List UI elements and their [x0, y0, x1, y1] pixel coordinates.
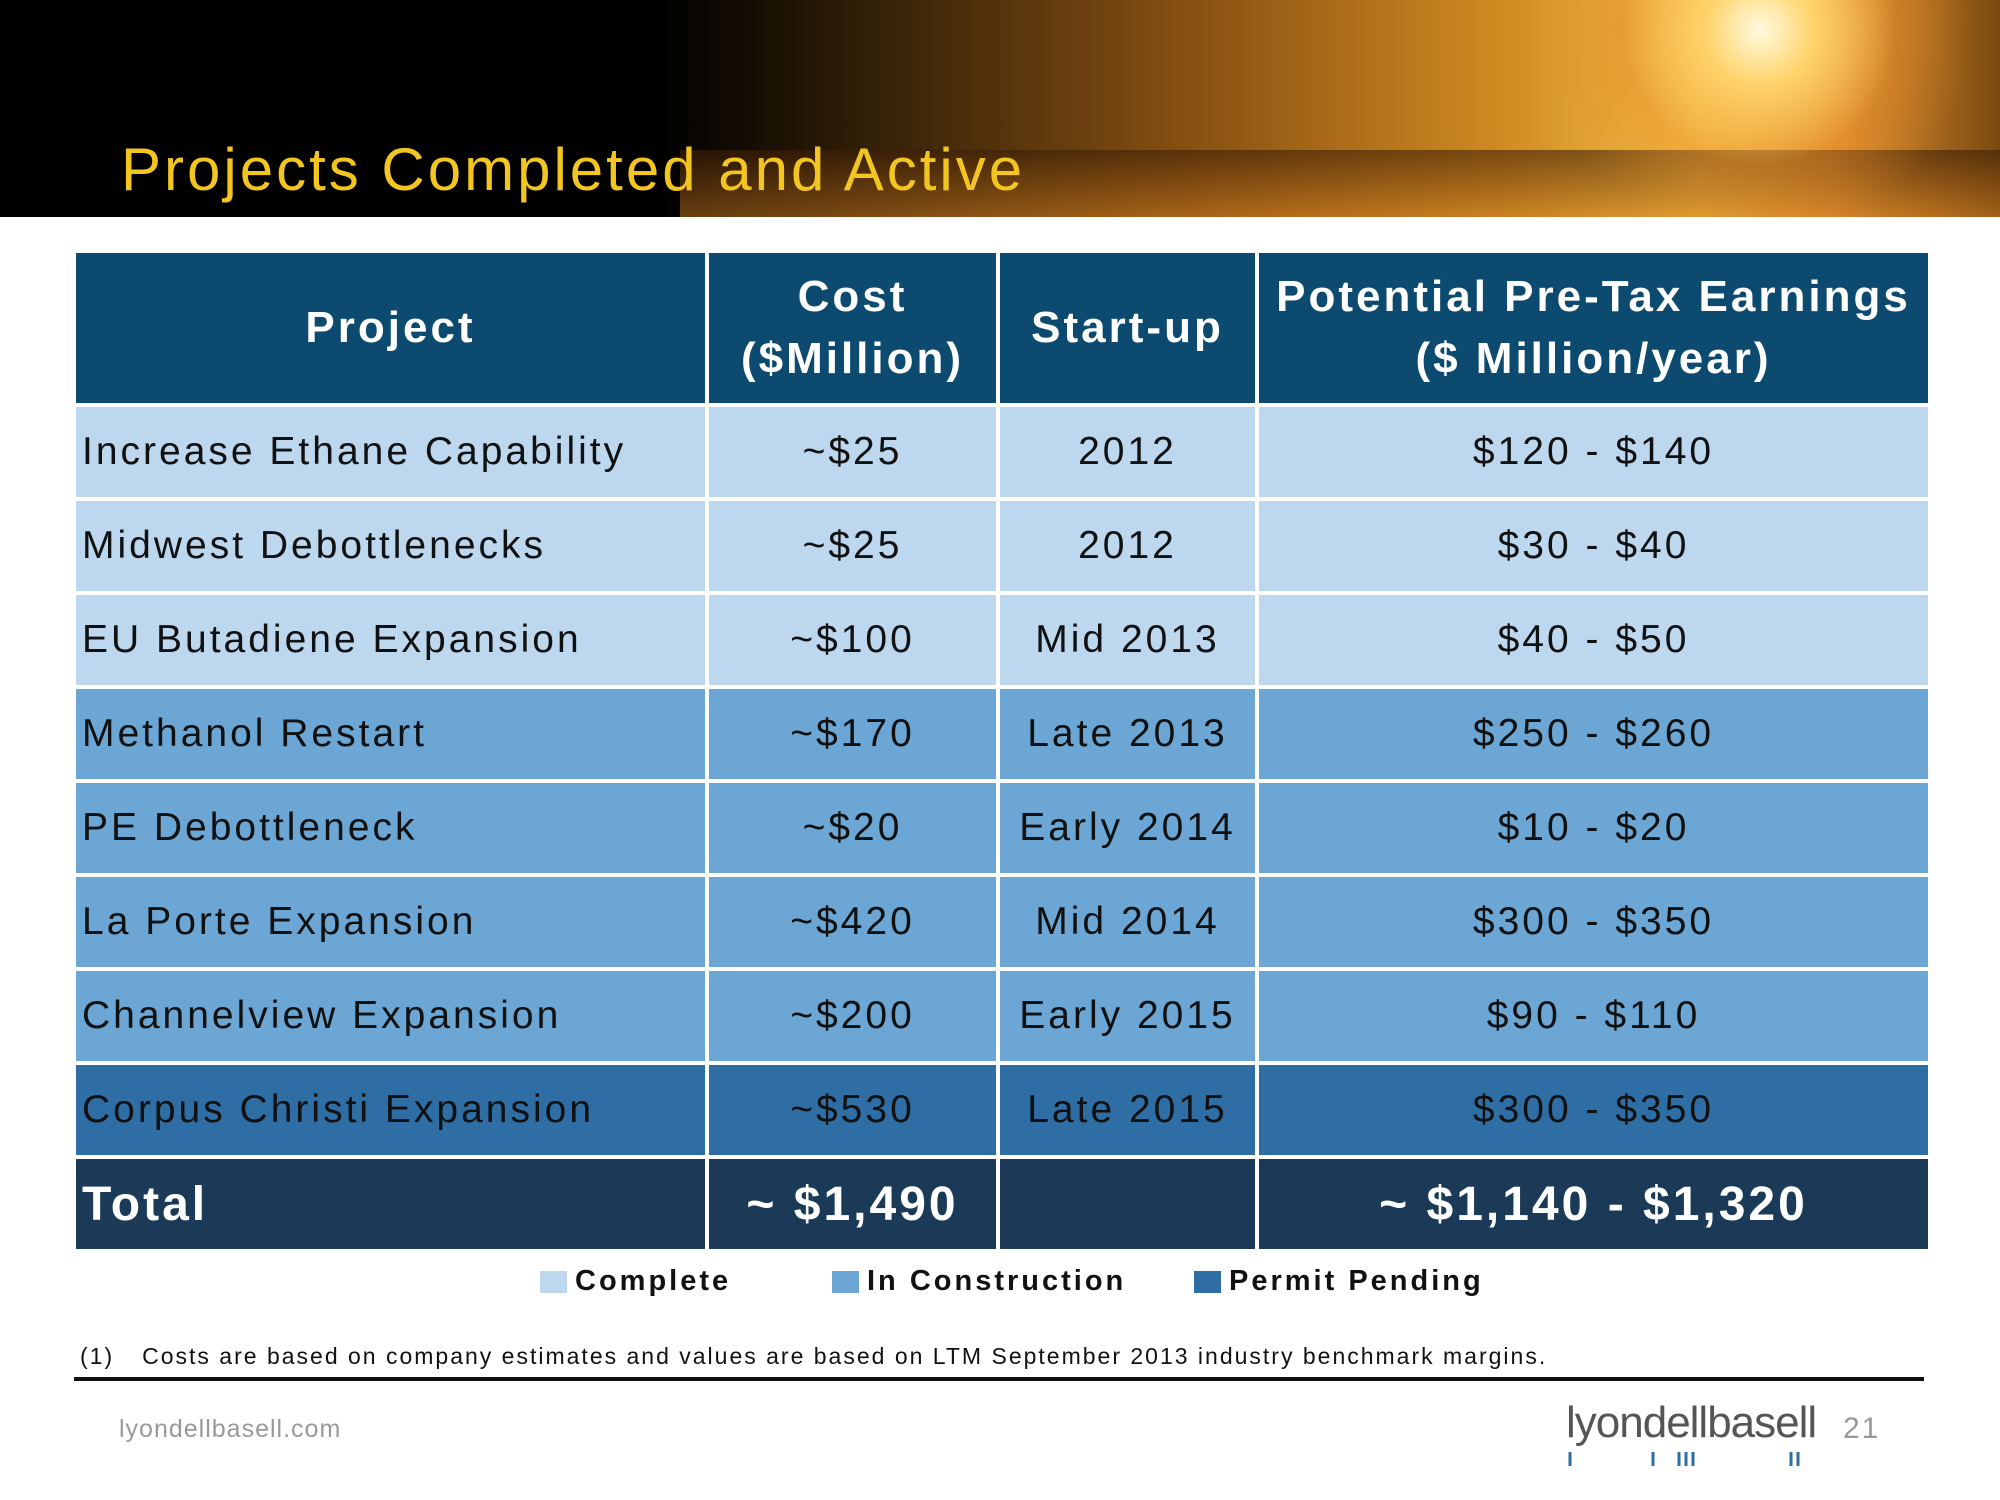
total-cell: Total — [76, 1159, 705, 1249]
table-row: La Porte Expansion ~$420 Mid 2014 $300 - $3… — [76, 877, 1928, 967]
table-cell: Late 2013 — [1000, 689, 1255, 779]
legend-swatch — [1194, 1270, 1221, 1293]
banner-image — [1560, 0, 2000, 217]
divider — [74, 1377, 1924, 1381]
total-row: Total ~ $1,490 ~ $1,140 - $1,320 — [76, 1159, 1928, 1249]
table-cell: $10 - $20 — [1259, 783, 1928, 873]
table-cell: $300 - $350 — [1259, 1065, 1928, 1155]
table-cell: ~$420 — [709, 877, 996, 967]
table-cell: La Porte Expansion — [76, 877, 705, 967]
table-cell: ~$25 — [709, 407, 996, 497]
table-cell: Corpus Christi Expansion — [76, 1065, 705, 1155]
footnote-text: Costs are based on company estimates and… — [142, 1343, 1548, 1369]
footnote: (1) Costs are based on company estimates … — [80, 1343, 1575, 1370]
table-cell: ~$200 — [709, 971, 996, 1061]
table-cell: ~$25 — [709, 501, 996, 591]
legend-item: In Construction — [832, 1265, 1194, 1298]
table-cell: $40 - $50 — [1259, 595, 1928, 685]
table-cell: $30 - $40 — [1259, 501, 1928, 591]
table-cell: Mid 2013 — [1000, 595, 1255, 685]
table-cell: Late 2015 — [1000, 1065, 1255, 1155]
table-row: Channelview Expansion ~$200 Early 2015 $90 … — [76, 971, 1928, 1061]
total-cell: ~ $1,490 — [709, 1159, 996, 1249]
projects-table: Project Cost ($Million) Start-up Potentia… — [72, 249, 1932, 1253]
logo: lyondellbasell — [1566, 1398, 1817, 1447]
table-row: PE Debottleneck ~$20 Early 2014 $10 - $20 — [76, 783, 1928, 873]
table-row: Midwest Debottlenecks ~$25 2012 $30 - $40 — [76, 501, 1928, 591]
table-cell: $300 - $350 — [1259, 877, 1928, 967]
table-row: Corpus Christi Expansion ~$530 Late 2015 $3… — [76, 1065, 1928, 1155]
column-header: Start-up — [1000, 253, 1255, 403]
table-row: Methanol Restart ~$170 Late 2013 $250 - $26… — [76, 689, 1928, 779]
legend: Complete In Construction Permit Pending — [540, 1265, 1494, 1298]
table-cell: Early 2014 — [1000, 783, 1255, 873]
table-cell: $120 - $140 — [1259, 407, 1928, 497]
table-cell: Increase Ethane Capability — [76, 407, 705, 497]
legend-label: In Construction — [867, 1265, 1127, 1297]
legend-swatch — [832, 1270, 859, 1293]
slide-title: Projects Completed and Active — [121, 136, 1026, 203]
logo-marks — [1568, 1452, 1800, 1466]
table-row: Increase Ethane Capability ~$25 2012 $120 -… — [76, 407, 1928, 497]
column-header: Potential Pre-Tax Earnings ($ Million/yea… — [1259, 253, 1928, 403]
table-cell: ~$20 — [709, 783, 996, 873]
table-cell: Midwest Debottlenecks — [76, 501, 705, 591]
table-cell: $90 - $110 — [1259, 971, 1928, 1061]
footnote-marker: (1) — [80, 1343, 115, 1369]
footer-url: lyondellbasell.com — [119, 1415, 342, 1443]
header-row: Project Cost ($Million) Start-up Potentia… — [76, 253, 1928, 403]
total-cell: ~ $1,140 - $1,320 — [1259, 1159, 1928, 1249]
table-cell: ~$530 — [709, 1065, 996, 1155]
column-header: Cost ($Million) — [709, 253, 996, 403]
table-cell: 2012 — [1000, 407, 1255, 497]
table-cell: EU Butadiene Expansion — [76, 595, 705, 685]
table-row: EU Butadiene Expansion ~$100 Mid 2013 $40 -… — [76, 595, 1928, 685]
table-cell: Early 2015 — [1000, 971, 1255, 1061]
legend-label: Complete — [575, 1265, 732, 1297]
total-cell — [1000, 1159, 1255, 1249]
table-cell: $250 - $260 — [1259, 689, 1928, 779]
legend-swatch — [540, 1270, 567, 1293]
legend-label: Permit Pending — [1229, 1265, 1484, 1297]
legend-item: Complete — [540, 1265, 832, 1298]
table-cell: 2012 — [1000, 501, 1255, 591]
page-number: 21 — [1843, 1412, 1881, 1445]
table-cell: Methanol Restart — [76, 689, 705, 779]
column-header: Project — [76, 253, 705, 403]
table-cell: Channelview Expansion — [76, 971, 705, 1061]
legend-item: Permit Pending — [1194, 1265, 1494, 1298]
table-cell: Mid 2014 — [1000, 877, 1255, 967]
table-cell: ~$170 — [709, 689, 996, 779]
table-cell: ~$100 — [709, 595, 996, 685]
table-cell: PE Debottleneck — [76, 783, 705, 873]
banner — [0, 0, 2000, 217]
